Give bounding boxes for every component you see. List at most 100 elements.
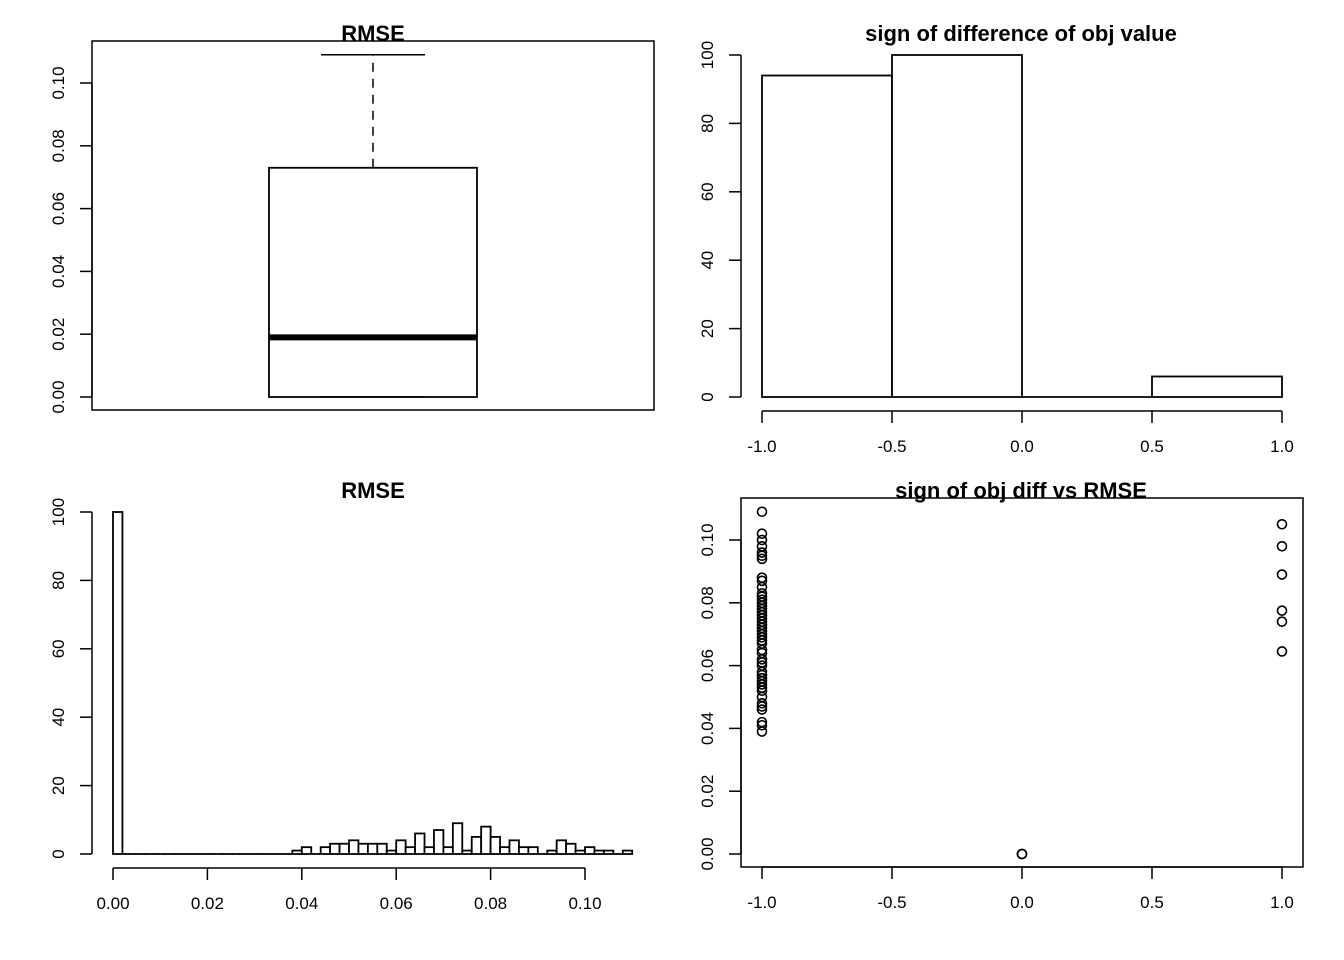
rmse-histogram-x-tick-label: 0.02: [191, 894, 224, 913]
boxplot-y-tick-label: 0.04: [49, 255, 68, 288]
rmse-histogram-bars: [112, 511, 634, 855]
scatter-points: [756, 506, 1288, 860]
scatter-y-axis: 0.00 0.02 0.04 0.06 0.08 0.10: [698, 523, 742, 871]
scatter-point: [756, 704, 768, 715]
sign-histogram-y-tick-label: 20: [698, 319, 717, 338]
boxplot-marks: [268, 53, 478, 398]
scatter-title: sign of obj diff vs RMSE: [895, 478, 1147, 503]
scatter-point: [756, 701, 768, 712]
scatter-point: [756, 550, 768, 562]
sign-histogram-x-tick-label: 1.0: [1270, 437, 1294, 456]
histogram-bar: [357, 842, 369, 855]
scatter-y-tick-label: 0.10: [698, 523, 717, 556]
rmse-histogram-y-tick-label: 20: [49, 776, 68, 795]
scatter-point: [1276, 616, 1288, 627]
scatter-point: [1276, 540, 1288, 552]
sign-histogram-y-tick-label: 40: [698, 251, 717, 270]
histogram-bar: [1151, 375, 1283, 398]
histogram-bar: [499, 846, 511, 855]
scatter-y-tick-label: 0.04: [698, 712, 717, 745]
histogram-bar: [489, 836, 501, 855]
scatter-y-tick-label: 0.02: [698, 775, 717, 808]
sign-histogram-x-axis: -1.0 -0.5 0.0 0.5 1.0: [747, 410, 1294, 456]
scatter-point: [756, 679, 768, 690]
scatter-point: [1276, 569, 1288, 580]
histogram-bar: [442, 846, 454, 855]
sign-histogram-y-tick-label: 60: [698, 182, 717, 201]
histogram-bar: [593, 849, 605, 855]
rmse-histogram-y-tick-label: 100: [49, 498, 68, 526]
scatter-point: [1276, 605, 1288, 616]
scatter-point: [756, 575, 768, 587]
histogram-bar: [565, 842, 577, 855]
histogram-bar: [319, 846, 332, 855]
histogram-bar: [546, 849, 558, 855]
sign-histogram-x-tick-label: -0.5: [877, 437, 906, 456]
sign-histogram-x-tick-label: 0.0: [1010, 437, 1034, 456]
scatter-point: [756, 632, 768, 643]
sign-histogram-y-tick-label: 0: [698, 392, 717, 401]
histogram-bar: [329, 842, 341, 855]
sign-histogram-x-tick-label: 0.5: [1140, 437, 1164, 456]
boxplot-y-tick-label: 0.10: [49, 66, 68, 99]
rmse-histogram-x-tick-label: 0.00: [96, 894, 129, 913]
histogram-bar: [621, 849, 634, 855]
histogram-bar: [348, 839, 360, 855]
scatter-point: [756, 547, 768, 558]
histogram-bar: [584, 846, 596, 855]
rmse-histogram-x-tick-label: 0.06: [380, 894, 413, 913]
sign-histogram-title: sign of difference of obj value: [865, 21, 1177, 46]
scatter-x-tick-label: 0.5: [1140, 893, 1164, 912]
scatter-point: [756, 506, 768, 518]
rmse-histogram-y-tick-label: 40: [49, 708, 68, 727]
scatter-point: [756, 719, 768, 731]
histogram-bar: [518, 846, 530, 855]
panel-sign-histogram: sign of difference of obj value 0 20 40 60 8…: [698, 21, 1294, 456]
boxplot-y-tick-label: 0.08: [49, 129, 68, 162]
histogram-bar: [404, 846, 416, 855]
sign-histogram-y-axis: 0 20 40 60 80 100: [698, 41, 742, 402]
scatter-point: [756, 528, 768, 540]
boxplot-y-tick-label: 0.00: [49, 380, 68, 413]
boxplot-y-tick-label: 0.02: [49, 318, 68, 351]
scatter-x-tick-label: -0.5: [877, 893, 906, 912]
histogram-bar: [291, 849, 303, 855]
histogram-bar: [112, 511, 124, 855]
histogram-bar: [508, 839, 520, 855]
histogram-bar: [423, 846, 435, 855]
scatter-x-tick-label: 1.0: [1270, 893, 1294, 912]
scatter-point: [756, 685, 768, 697]
sign-histogram-y-tick-label: 80: [698, 114, 717, 133]
rmse-histogram-x-axis: 0.00 0.02 0.04 0.06 0.08 0.10: [96, 867, 602, 913]
histogram-bar: [366, 842, 379, 855]
histogram-bar: [555, 839, 568, 855]
boxplot-y-axis: 0.00 0.02 0.04 0.06 0.08 0.10: [49, 66, 93, 414]
rmse-histogram-x-tick-label: 0.10: [568, 894, 601, 913]
scatter-point: [756, 534, 768, 546]
panel-boxplot: RMSE 0.00 0.02 0.04 0.06 0.08 0.10: [49, 21, 655, 414]
rmse-histogram-y-tick-label: 0: [49, 849, 68, 858]
box-iqr: [268, 166, 478, 398]
rmse-histogram-x-tick-label: 0.08: [474, 894, 507, 913]
boxplot-y-tick-label: 0.06: [49, 192, 68, 225]
sign-histogram-x-tick-label: -1.0: [747, 437, 776, 456]
sign-histogram-y-tick-label: 100: [698, 41, 717, 69]
scatter-point: [1016, 848, 1028, 860]
scatter-x-tick-label: -1.0: [747, 893, 776, 912]
histogram-bar: [761, 74, 893, 398]
histogram-bar: [891, 54, 1023, 398]
scatter-point: [1276, 518, 1288, 530]
histogram-bar: [338, 842, 350, 855]
histogram-bar: [470, 836, 483, 855]
scatter-point: [756, 697, 768, 709]
scatter-y-tick-label: 0.00: [698, 837, 717, 870]
scatter-x-axis: -1.0 -0.5 0.0 0.5 1.0: [747, 866, 1294, 912]
rmse-histogram-x-tick-label: 0.04: [285, 894, 318, 913]
histogram-bar: [527, 846, 539, 855]
rmse-histogram-y-tick-label: 80: [49, 571, 68, 590]
histogram-bar: [376, 842, 388, 855]
scatter-frame: [740, 497, 1304, 868]
histogram-bar: [300, 846, 313, 855]
